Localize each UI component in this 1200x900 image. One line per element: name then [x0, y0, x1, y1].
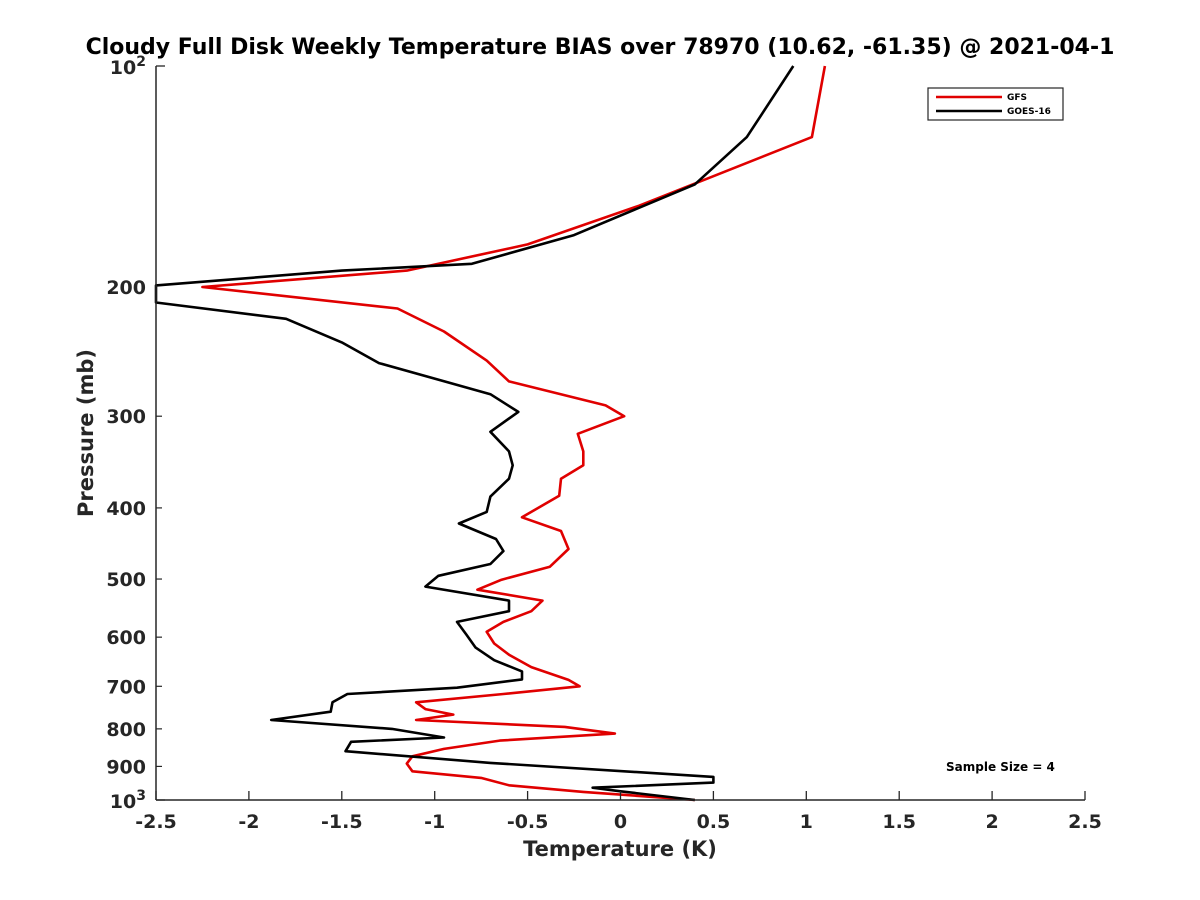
x-tick-label: -1	[424, 811, 445, 833]
y-tick-label: 800	[106, 719, 146, 741]
x-tick-label: 0	[614, 811, 627, 833]
chart-title: Cloudy Full Disk Weekly Temperature BIAS…	[86, 35, 1115, 60]
x-tick-label: 2.5	[1068, 811, 1102, 833]
x-tick-label: 2	[985, 811, 998, 833]
legend: GFS GOES-16	[927, 87, 1064, 121]
y-tick-label: 300	[106, 406, 146, 428]
y-tick-label: 400	[106, 498, 146, 520]
y-tick-label: 200	[106, 277, 146, 299]
y-tick-label: 600	[106, 627, 146, 649]
x-tick-label: -2.5	[135, 811, 177, 833]
legend-box	[927, 87, 1064, 121]
y-tick-label: 900	[106, 756, 146, 778]
series-line-goes16	[154, 65, 795, 802]
y-tick-label: 500	[106, 569, 146, 591]
y-tick-label: 103	[110, 788, 146, 813]
legend-label-goes16: GOES-16	[1007, 107, 1051, 117]
x-tick-label: 0.5	[697, 811, 731, 833]
sample-size-annotation: Sample Size = 4	[946, 760, 1055, 774]
x-tick-label: 1	[800, 811, 813, 833]
x-tick-label: -1.5	[321, 811, 363, 833]
axes	[155, 66, 1085, 801]
plot-lines	[154, 65, 827, 802]
y-ticks: 102 200 300 400 500 600 700 800 900 103	[106, 54, 165, 813]
x-tick-label: -2	[238, 811, 259, 833]
x-tick-label: -0.5	[507, 811, 549, 833]
y-tick-label: 102	[110, 54, 146, 79]
y-tick-label: 700	[106, 676, 146, 698]
x-tick-label: 1.5	[882, 811, 916, 833]
y-axis-label: Pressure (mb)	[74, 349, 98, 517]
series-line-gfs	[201, 65, 827, 802]
x-axis-label: Temperature (K)	[523, 837, 717, 861]
legend-label-gfs: GFS	[1007, 93, 1027, 103]
x-ticks: -2.5 -2 -1.5 -1 -0.5 0 0.5 1 1.5 2 2.5	[135, 791, 1102, 833]
